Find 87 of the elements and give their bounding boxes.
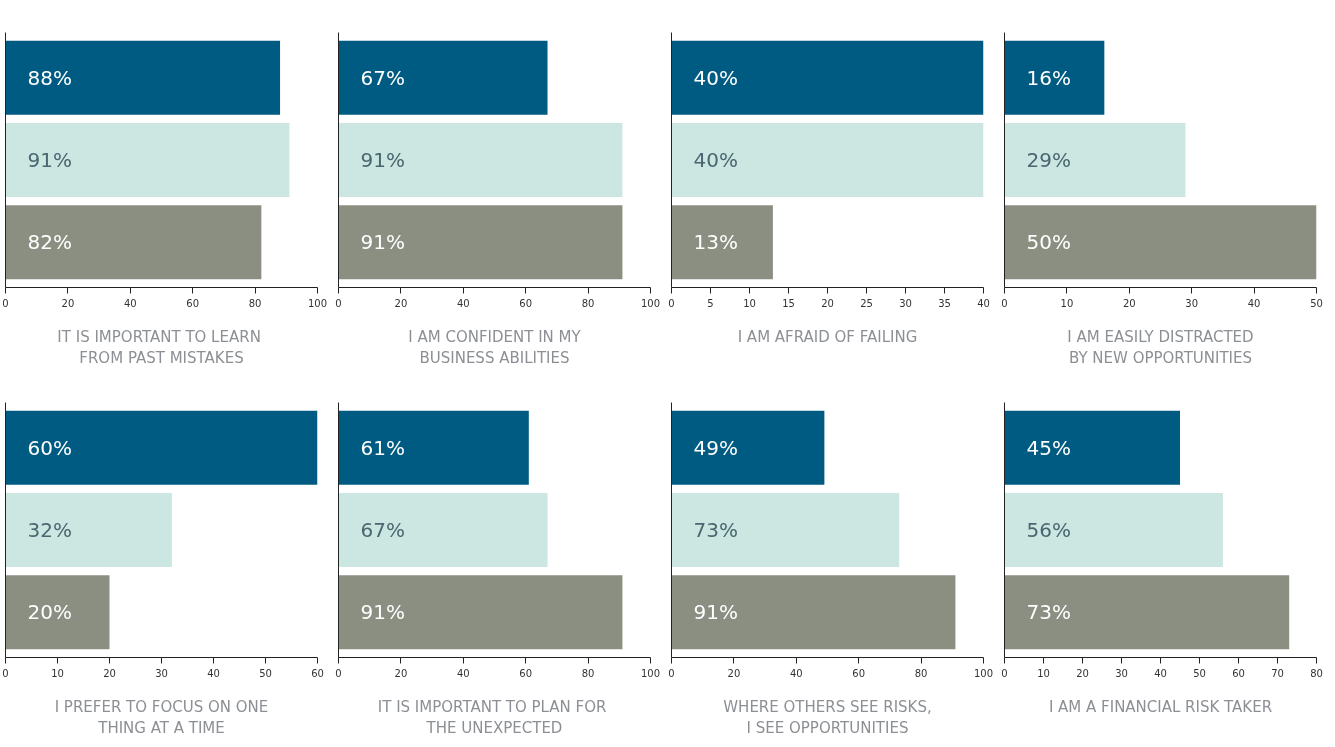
x-tick-label: 10 xyxy=(743,297,756,309)
data-label: 61% xyxy=(360,435,405,460)
data-label: 13% xyxy=(693,230,738,255)
x-tick-label: 60 xyxy=(852,667,866,679)
x-tick-label: 10 xyxy=(51,667,64,679)
x-tick-label: 20 xyxy=(394,297,408,309)
x-tick-label: 100 xyxy=(973,667,994,679)
data-label: 40% xyxy=(693,65,738,90)
data-label: 49% xyxy=(693,435,738,460)
x-tick-label: 50 xyxy=(1193,667,1206,679)
x-tick-label: 80 xyxy=(914,667,928,679)
x-axis-title: I AM AFRAID OF FAILING xyxy=(737,327,918,346)
x-tick-label: 0 xyxy=(1001,297,1008,309)
data-label: 20% xyxy=(27,600,72,625)
x-tick-label: 60 xyxy=(186,297,200,309)
x-tick-label: 0 xyxy=(668,667,675,679)
data-label: 88% xyxy=(27,65,72,90)
x-tick-label: 40 xyxy=(456,297,470,309)
x-tick-label: 5 xyxy=(707,297,714,309)
x-axis-title: IT IS IMPORTANT TO LEARN FROM PAST MISTAKES xyxy=(57,327,261,368)
data-label: 50% xyxy=(1026,230,1071,255)
x-tick-label: 50 xyxy=(259,667,272,679)
x-tick-label: 30 xyxy=(899,297,912,309)
x-tick-label: 30 xyxy=(1115,667,1128,679)
x-tick-label: 20 xyxy=(821,297,834,309)
x-tick-label: 0 xyxy=(1001,667,1008,679)
x-tick-label: 20 xyxy=(61,297,75,309)
x-tick-label: 20 xyxy=(103,667,116,679)
x-tick-label: 0 xyxy=(335,667,342,679)
data-label: 67% xyxy=(360,65,405,90)
x-tick-label: 50 xyxy=(1310,297,1323,309)
x-axis-title: I PREFER TO FOCUS ON ONE THING AT A TIME xyxy=(54,697,269,738)
data-label: 40% xyxy=(693,148,738,172)
x-tick-label: 20 xyxy=(727,667,741,679)
x-tick-label: 40 xyxy=(789,667,803,679)
x-tick-label: 0 xyxy=(668,297,675,309)
data-label: 91% xyxy=(360,600,405,625)
x-tick-label: 60 xyxy=(519,297,533,309)
data-label: 16% xyxy=(1026,65,1071,90)
x-axis-title: WHERE OTHERS SEE RISKS, I SEE OPPORTUNITIES xyxy=(723,697,932,738)
x-tick-label: 40 xyxy=(207,667,220,679)
data-label: 91% xyxy=(360,148,405,172)
x-axis-title: I AM A FINANCIAL RISK TAKER xyxy=(1048,697,1273,716)
x-tick-label: 15 xyxy=(782,297,795,309)
data-label: 67% xyxy=(360,518,405,542)
data-label: 91% xyxy=(360,230,405,255)
x-axis-title: IT IS IMPORTANT TO PLAN FOR THE UNEXPECTED xyxy=(377,697,607,738)
x-tick-label: 100 xyxy=(307,297,328,309)
x-axis-title: I AM EASILY DISTRACTED BY NEW OPPORTUNITIES xyxy=(1067,327,1254,368)
data-label: 45% xyxy=(1026,435,1071,460)
data-label: 73% xyxy=(1026,600,1071,625)
data-label: 56% xyxy=(1026,518,1071,542)
x-tick-label: 40 xyxy=(123,297,137,309)
data-label: 73% xyxy=(693,518,738,542)
x-tick-label: 35 xyxy=(938,297,951,309)
data-label: 91% xyxy=(27,148,72,172)
x-tick-label: 80 xyxy=(581,297,595,309)
x-tick-label: 10 xyxy=(1037,667,1050,679)
x-tick-label: 60 xyxy=(1232,667,1245,679)
data-label: 91% xyxy=(693,600,738,625)
x-tick-label: 25 xyxy=(860,297,873,309)
x-tick-label: 0 xyxy=(2,667,9,679)
x-tick-label: 30 xyxy=(1185,297,1199,309)
x-tick-label: 0 xyxy=(2,297,9,309)
x-tick-label: 100 xyxy=(640,667,661,679)
x-tick-label: 80 xyxy=(581,667,595,679)
x-tick-label: 80 xyxy=(248,297,262,309)
x-tick-label: 80 xyxy=(1310,667,1323,679)
x-tick-label: 20 xyxy=(394,667,408,679)
x-tick-label: 100 xyxy=(640,297,661,309)
x-tick-label: 40 xyxy=(977,297,990,309)
x-tick-label: 60 xyxy=(311,667,324,679)
x-tick-label: 10 xyxy=(1060,297,1074,309)
x-tick-label: 20 xyxy=(1122,297,1136,309)
x-tick-label: 40 xyxy=(456,667,470,679)
data-label: 32% xyxy=(27,518,72,542)
x-tick-label: 60 xyxy=(519,667,533,679)
x-tick-label: 30 xyxy=(155,667,168,679)
x-tick-label: 20 xyxy=(1076,667,1089,679)
data-label: 82% xyxy=(27,230,72,255)
data-label: 60% xyxy=(27,435,72,460)
x-tick-label: 40 xyxy=(1247,297,1261,309)
x-tick-label: 70 xyxy=(1271,667,1284,679)
x-tick-label: 0 xyxy=(335,297,342,309)
x-tick-label: 40 xyxy=(1154,667,1167,679)
data-label: 29% xyxy=(1026,148,1071,172)
x-axis-title: I AM CONFIDENT IN MY BUSINESS ABILITIES xyxy=(408,327,582,368)
